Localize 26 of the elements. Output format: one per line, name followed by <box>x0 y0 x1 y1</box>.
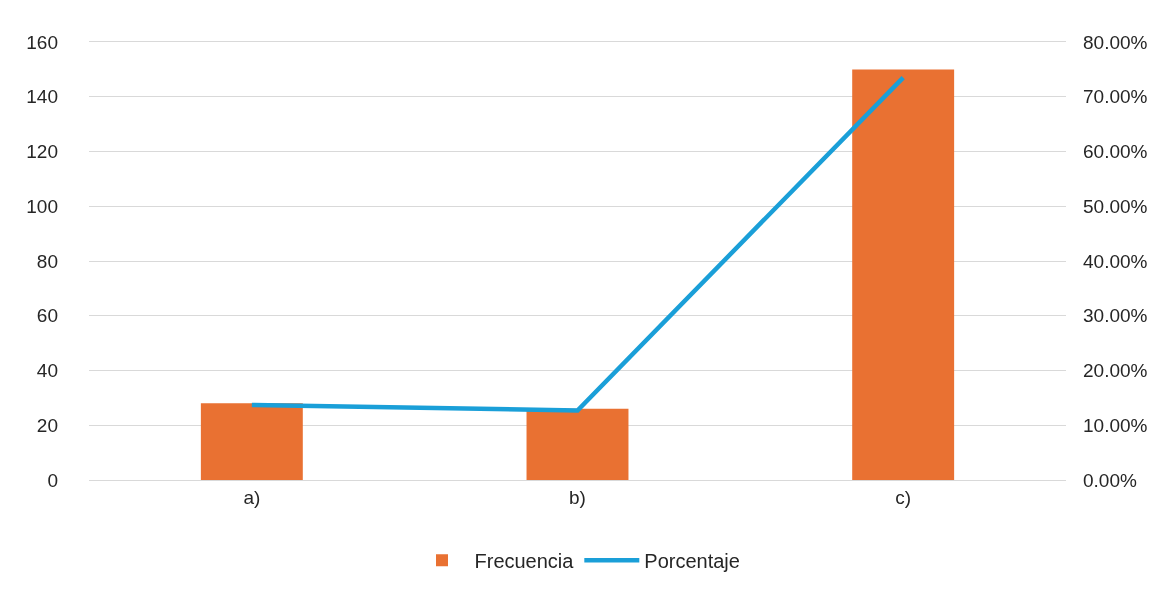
y2-tick-label: 80.00% <box>1083 31 1148 53</box>
y2-tick-label: 20.00% <box>1083 360 1148 382</box>
bar <box>200 403 303 480</box>
y-tick-label: 20 <box>36 414 58 436</box>
bar <box>852 69 955 480</box>
x-tick-label: b) <box>569 486 586 508</box>
y-tick-label: 140 <box>26 86 58 108</box>
y2-tick-label: 50.00% <box>1083 195 1148 217</box>
y-tick-label: 120 <box>26 141 58 163</box>
x-tick-label: a) <box>243 486 261 508</box>
y-tick-label: 40 <box>36 360 58 382</box>
y2-tick-label: 10.00% <box>1083 414 1148 436</box>
y2-tick-label: 30.00% <box>1083 305 1148 327</box>
y2-tick-label: 70.00% <box>1083 86 1148 108</box>
y2-tick-label: 0.00% <box>1083 469 1137 491</box>
y-tick-label: 160 <box>26 31 58 53</box>
y2-tick-label: 40.00% <box>1083 250 1148 272</box>
x-tick-label: c) <box>895 486 912 508</box>
legend-label: Frecuencia <box>474 549 575 572</box>
y-tick-label: 80 <box>36 250 58 272</box>
y-tick-label: 100 <box>26 195 58 217</box>
y2-tick-label: 60.00% <box>1083 141 1148 163</box>
bar <box>526 408 629 480</box>
legend-label: Porcentaje <box>644 549 740 572</box>
y-tick-label: 0 <box>47 469 58 491</box>
y-tick-label: 60 <box>36 305 58 327</box>
